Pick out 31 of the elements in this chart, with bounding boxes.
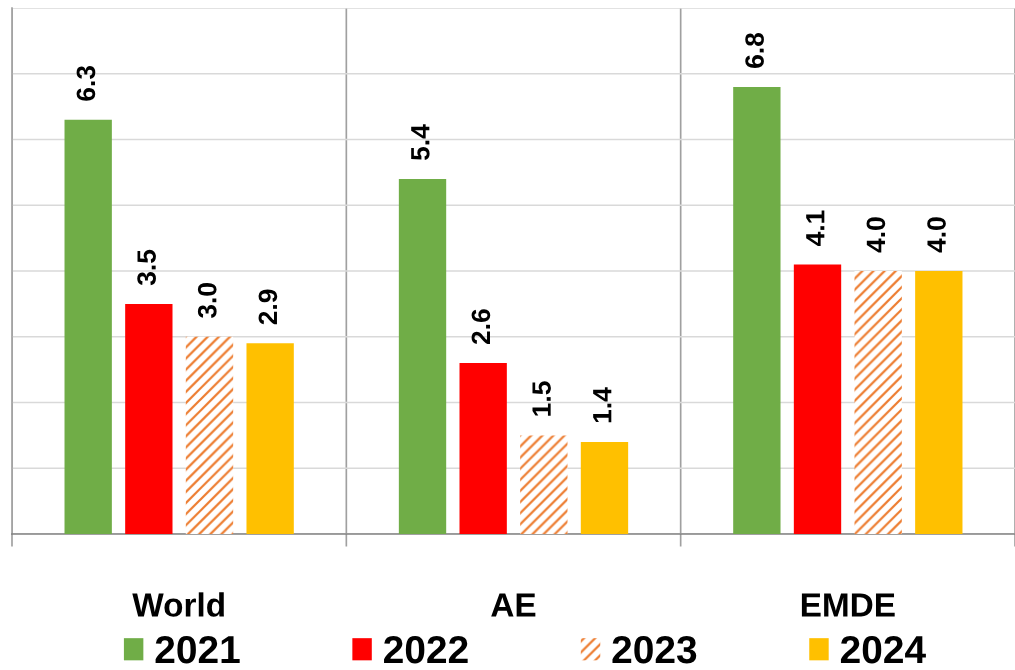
legend-label: 2023: [612, 635, 697, 664]
legend-label: 2022: [384, 635, 468, 664]
data-label: 2.6: [471, 309, 491, 345]
bar: [854, 271, 902, 534]
data-label: 5.4: [411, 124, 430, 161]
x-tick-label: World: [132, 592, 224, 617]
data-label: 4.0: [927, 217, 946, 253]
bar: [185, 336, 234, 534]
data-label: 6.3: [76, 65, 96, 101]
bar: [580, 441, 629, 534]
data-label: 1.5: [532, 381, 551, 416]
bar: [398, 178, 447, 534]
data-label: 4.1: [806, 210, 825, 246]
data-label: 6.8: [745, 32, 764, 68]
bar: [793, 264, 842, 534]
bar: [459, 363, 507, 534]
data-label: 3.0: [197, 283, 217, 319]
x-tick-label: AE: [491, 593, 536, 617]
bar: [733, 86, 781, 534]
data-label: 1.4: [593, 387, 612, 423]
x-tick-label: EMDE: [801, 593, 895, 617]
bar: [64, 119, 112, 534]
bar: [125, 303, 173, 534]
data-label: 3.5: [137, 249, 156, 286]
bar: [915, 271, 963, 534]
legend-label: 2024: [840, 635, 926, 664]
bar: [520, 435, 568, 534]
bar: [246, 343, 294, 534]
data-label: 4.0: [866, 217, 886, 253]
data-label: 2.9: [258, 289, 278, 325]
legend-label: 2021: [155, 635, 240, 664]
